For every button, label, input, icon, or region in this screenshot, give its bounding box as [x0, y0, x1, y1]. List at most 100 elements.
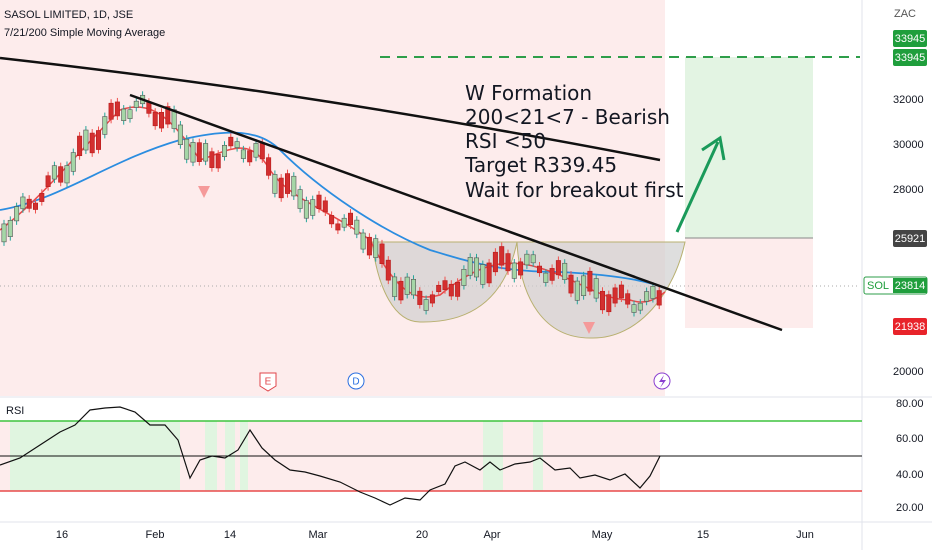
candle-body: [184, 138, 190, 160]
rsi-line: [0, 406, 661, 506]
candle-body: [442, 280, 448, 291]
price-tag-label: 33945: [895, 52, 926, 64]
candle-body: [524, 253, 530, 266]
candle-body: [303, 200, 309, 219]
candle-body: [461, 268, 467, 286]
candle-body: [637, 302, 643, 311]
candle-body: [96, 130, 102, 150]
price-tag: [893, 278, 927, 293]
rsi-label: 20.00: [896, 502, 924, 514]
candle-body: [51, 165, 57, 180]
candle-body: [266, 157, 272, 176]
candle-body: [284, 173, 290, 194]
candle-body: [644, 291, 650, 302]
candle-body: [360, 232, 366, 250]
candle-body: [209, 151, 215, 168]
candle-body: [215, 153, 221, 169]
price-tag-label: 25921: [895, 233, 926, 245]
rsi-label: 80.00: [896, 398, 924, 410]
candle-body: [133, 100, 139, 108]
price-label: 20000: [893, 366, 924, 378]
candle-body: [83, 129, 89, 151]
candle-body: [1, 223, 7, 243]
candle-body: [429, 294, 435, 304]
candle-body: [505, 253, 511, 272]
candle-body: [366, 236, 372, 256]
indicator-title: 7/21/200 Simple Moving Average: [4, 27, 165, 39]
candle-body: [278, 177, 284, 199]
stop-box: [685, 238, 813, 328]
time-label: May: [592, 529, 613, 541]
annotation: W Formation: [465, 81, 592, 105]
candle-body: [417, 290, 423, 305]
candle-body: [599, 290, 605, 311]
candle-body: [555, 260, 561, 276]
candle-body: [240, 149, 246, 159]
candle-body: [32, 202, 38, 210]
price-tag: [893, 30, 927, 47]
candle-body: [14, 206, 20, 222]
marker: [198, 186, 210, 198]
dividend-icon[interactable]: [347, 372, 365, 390]
candle-body: [581, 275, 587, 296]
candle-body: [587, 270, 593, 292]
time-label: 20: [416, 529, 428, 541]
price-label: 28000: [893, 184, 924, 196]
candle-body: [625, 293, 631, 305]
candle-body: [612, 287, 618, 304]
candle-body: [536, 265, 542, 274]
candle-body: [247, 150, 253, 163]
trendline: [129, 93, 783, 332]
price-label: 30000: [893, 139, 924, 151]
candle-body: [177, 124, 183, 145]
candle-body: [656, 290, 662, 306]
candle-body: [543, 272, 549, 283]
candle-body: [379, 243, 385, 265]
earnings-icon[interactable]: [259, 372, 277, 392]
candle-body: [70, 152, 76, 172]
candle-body: [146, 101, 152, 114]
candle-body: [335, 223, 341, 231]
candle-body: [448, 283, 454, 297]
breakout-arrow: [675, 135, 726, 233]
candle-body: [341, 217, 347, 228]
bearish-zone: [0, 0, 665, 396]
candle-body: [222, 144, 228, 157]
candle-body: [618, 284, 624, 299]
candle-body: [568, 274, 574, 294]
candle-body: [593, 278, 599, 299]
rsi-title: RSI: [6, 405, 24, 417]
price-tag-label: 33945: [895, 33, 926, 45]
time-label: Feb: [146, 529, 165, 541]
sma-200: [0, 56, 661, 162]
candle-body: [20, 196, 26, 210]
candle-body: [499, 246, 505, 266]
candle-body: [530, 254, 536, 264]
annotation: RSI <50: [465, 129, 546, 153]
time-label: 14: [224, 529, 236, 541]
candle-body: [606, 294, 612, 313]
candle-body: [121, 108, 127, 121]
time-label: Apr: [483, 529, 500, 541]
rsi-label: 60.00: [896, 433, 924, 445]
candle-body: [423, 299, 429, 311]
candle-body: [310, 199, 316, 216]
time-label: Jun: [796, 529, 814, 541]
candle-body: [392, 276, 398, 297]
candle-body: [77, 135, 83, 157]
candle-body: [228, 136, 234, 147]
candle-body: [114, 101, 120, 117]
candle-body: [196, 142, 202, 162]
candle-body: [574, 280, 580, 301]
price-tag-label: 23814: [895, 280, 926, 292]
candle-body: [64, 165, 70, 184]
candle-body: [385, 259, 391, 281]
candle-body: [347, 212, 353, 226]
candle-body: [316, 194, 322, 209]
candle-body: [159, 111, 165, 129]
candle-body: [39, 193, 45, 202]
candle-body: [562, 262, 568, 280]
candle-body: [7, 220, 13, 237]
candle-body: [297, 189, 303, 209]
time-label: 15: [697, 529, 709, 541]
